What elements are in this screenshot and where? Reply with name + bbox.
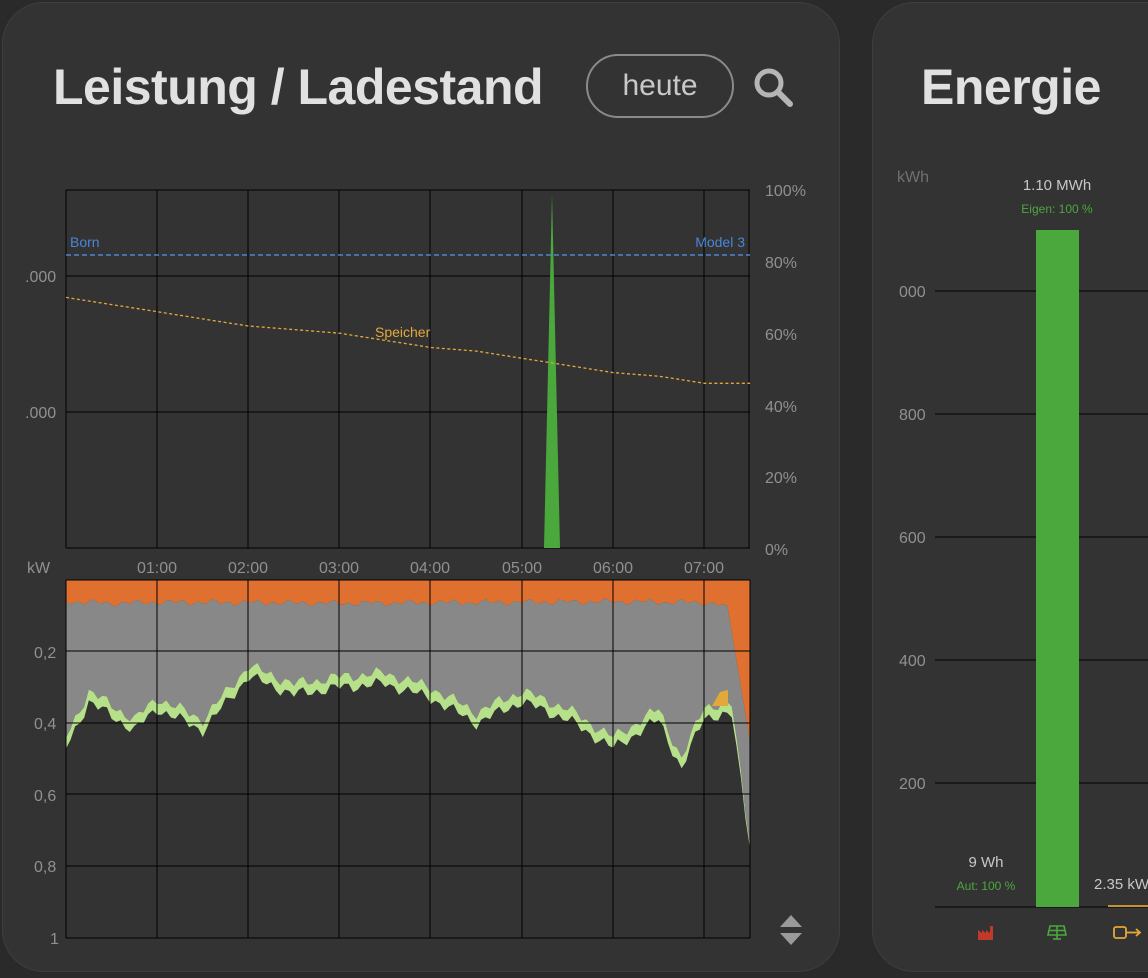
- energy-title: Energie: [921, 59, 1101, 115]
- range-button[interactable]: heute: [586, 54, 734, 118]
- power-soc-card: Leistung / Ladestand heute: [2, 2, 840, 972]
- search-icon[interactable]: [751, 65, 795, 109]
- power-soc-title: Leistung / Ladestand: [53, 59, 544, 115]
- energy-card: Energie: [872, 2, 1148, 972]
- sort-updown-icon[interactable]: [777, 913, 805, 947]
